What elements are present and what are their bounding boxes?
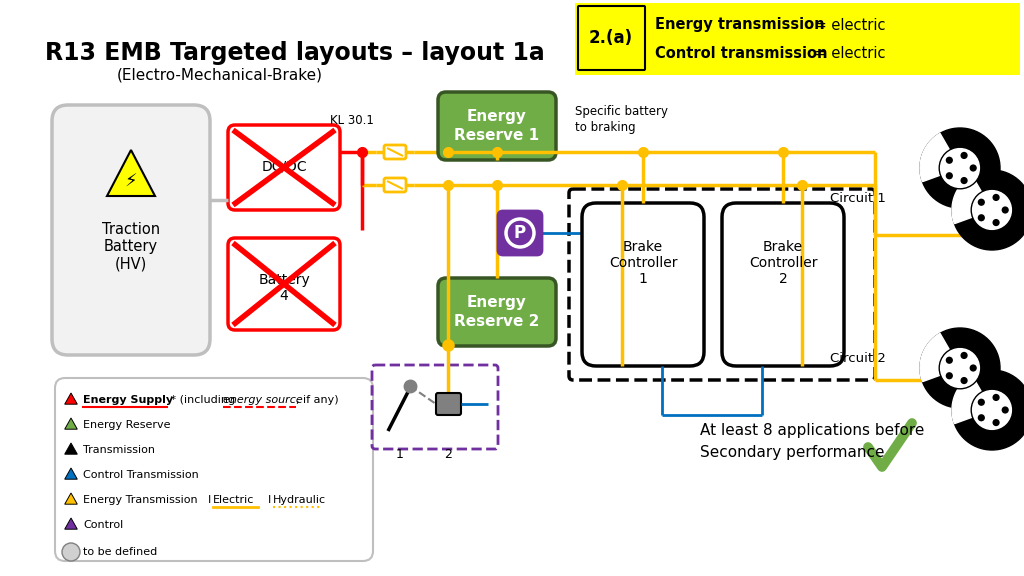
Text: (Electro-Mechanical-Brake): (Electro-Mechanical-Brake) — [117, 67, 323, 82]
Text: Energy transmission: Energy transmission — [655, 17, 824, 32]
Polygon shape — [106, 150, 155, 196]
Circle shape — [1001, 407, 1009, 414]
Circle shape — [952, 170, 1024, 250]
Polygon shape — [920, 134, 961, 181]
Circle shape — [939, 347, 981, 389]
Circle shape — [978, 399, 985, 406]
Text: R13 EMB Targeted layouts – layout 1a: R13 EMB Targeted layouts – layout 1a — [45, 41, 545, 65]
Text: Transmission: Transmission — [83, 445, 155, 455]
Text: Battery: Battery — [258, 273, 310, 287]
Text: P: P — [514, 224, 526, 242]
Text: Hydraulic: Hydraulic — [273, 495, 326, 505]
Polygon shape — [65, 518, 77, 529]
Bar — [575, 3, 1020, 75]
Polygon shape — [952, 376, 992, 424]
Text: Control transmission: Control transmission — [655, 46, 827, 60]
FancyBboxPatch shape — [384, 145, 406, 159]
Circle shape — [992, 194, 999, 201]
Circle shape — [961, 177, 968, 184]
FancyBboxPatch shape — [438, 92, 556, 160]
Polygon shape — [65, 443, 77, 454]
Circle shape — [970, 365, 977, 372]
Circle shape — [978, 214, 985, 221]
Circle shape — [971, 389, 1013, 431]
FancyBboxPatch shape — [436, 393, 461, 415]
Text: Energy: Energy — [467, 294, 527, 309]
FancyBboxPatch shape — [582, 203, 705, 366]
FancyBboxPatch shape — [722, 203, 844, 366]
Circle shape — [946, 157, 953, 164]
Text: Circuit 1: Circuit 1 — [830, 191, 886, 204]
Text: KL 30.1: KL 30.1 — [330, 113, 374, 127]
FancyBboxPatch shape — [228, 125, 340, 210]
Text: 2: 2 — [444, 448, 452, 460]
Text: energy source: energy source — [223, 395, 303, 405]
Text: Secondary performance: Secondary performance — [700, 445, 885, 460]
Circle shape — [961, 152, 968, 159]
Text: 1: 1 — [396, 448, 403, 460]
Text: Battery: Battery — [104, 240, 158, 255]
Circle shape — [939, 147, 981, 189]
Text: (HV): (HV) — [115, 256, 147, 271]
Text: Reserve 2: Reserve 2 — [455, 314, 540, 329]
FancyBboxPatch shape — [52, 105, 210, 355]
Circle shape — [62, 543, 80, 561]
FancyBboxPatch shape — [498, 211, 542, 255]
Text: Specific battery: Specific battery — [575, 105, 668, 119]
Text: Circuit 2: Circuit 2 — [830, 351, 886, 365]
Polygon shape — [920, 334, 961, 382]
FancyBboxPatch shape — [578, 6, 645, 70]
Circle shape — [971, 189, 1013, 231]
Circle shape — [961, 377, 968, 384]
Text: Energy Reserve: Energy Reserve — [83, 420, 171, 430]
Text: Control: Control — [83, 520, 123, 530]
Circle shape — [946, 357, 953, 364]
Circle shape — [946, 172, 953, 179]
Circle shape — [920, 128, 1000, 208]
Circle shape — [946, 372, 953, 380]
Circle shape — [920, 328, 1000, 408]
Text: ⚡: ⚡ — [125, 173, 137, 191]
FancyBboxPatch shape — [438, 278, 556, 346]
Circle shape — [978, 199, 985, 206]
Text: Traction: Traction — [102, 222, 160, 237]
FancyBboxPatch shape — [384, 178, 406, 192]
Text: 4: 4 — [280, 289, 289, 303]
Text: to braking: to braking — [575, 120, 636, 134]
Text: 2.(a): 2.(a) — [589, 29, 633, 47]
Text: I: I — [261, 495, 271, 505]
Text: I: I — [201, 495, 211, 505]
Circle shape — [961, 352, 968, 359]
Text: , if any): , if any) — [296, 395, 339, 405]
Text: Control Transmission: Control Transmission — [83, 470, 199, 480]
Text: * (including: * (including — [167, 395, 239, 405]
Text: At least 8 applications before: At least 8 applications before — [700, 423, 925, 438]
Text: Energy Supply: Energy Supply — [83, 395, 173, 405]
Text: to be defined: to be defined — [83, 547, 158, 557]
Circle shape — [952, 370, 1024, 450]
Text: = electric: = electric — [810, 46, 886, 60]
Circle shape — [1001, 206, 1009, 214]
Text: Energy Transmission: Energy Transmission — [83, 495, 198, 505]
Circle shape — [992, 219, 999, 226]
Circle shape — [970, 164, 977, 172]
Text: Brake
Controller
1: Brake Controller 1 — [608, 240, 677, 286]
Circle shape — [992, 394, 999, 401]
Polygon shape — [952, 175, 992, 223]
Polygon shape — [65, 493, 77, 504]
Circle shape — [992, 419, 999, 426]
Text: Electric: Electric — [213, 495, 254, 505]
Polygon shape — [65, 393, 77, 404]
Text: = electric: = electric — [810, 17, 886, 32]
Polygon shape — [65, 468, 77, 479]
Text: DC/DC: DC/DC — [261, 160, 307, 174]
Polygon shape — [65, 418, 77, 429]
Text: Brake
Controller
2: Brake Controller 2 — [749, 240, 817, 286]
Text: Energy: Energy — [467, 108, 527, 123]
FancyBboxPatch shape — [228, 238, 340, 330]
Circle shape — [978, 414, 985, 422]
FancyBboxPatch shape — [55, 378, 373, 561]
Text: Reserve 1: Reserve 1 — [455, 128, 540, 143]
